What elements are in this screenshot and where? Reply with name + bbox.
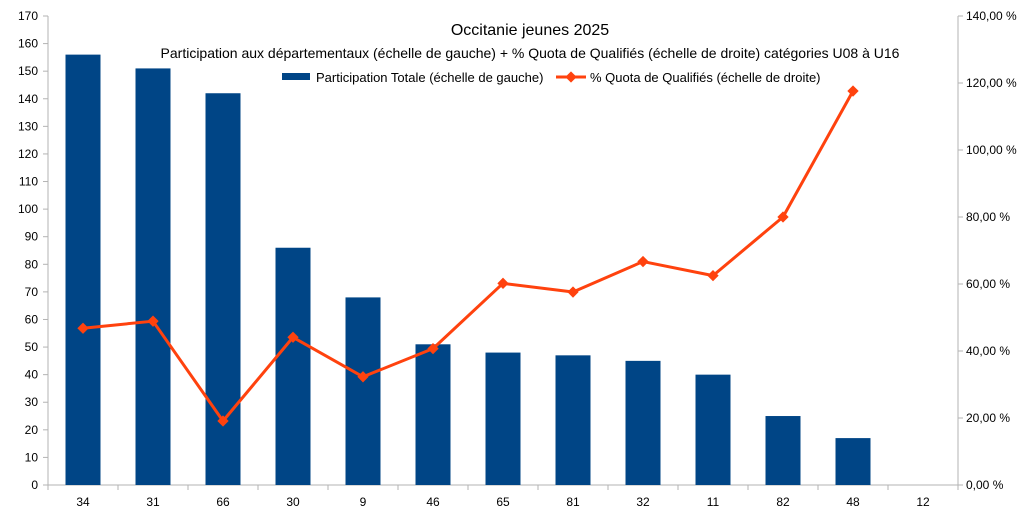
x-tick-label: 81 [566,495,580,509]
right-tick-label: 80,00 % [966,210,1010,224]
left-tick-label: 20 [25,423,39,437]
legend-swatch-participation [282,73,310,80]
legend-label-participation: Participation Totale (échelle de gauche) [316,70,543,85]
left-tick-label: 0 [31,478,38,492]
left-tick-label: 130 [18,119,38,133]
quota-point [287,331,299,343]
right-tick-label: 140,00 % [966,9,1017,23]
right-tick-label: 120,00 % [966,76,1017,90]
x-tick-label: 12 [916,495,930,509]
quota-point [567,286,579,298]
bar [65,54,101,485]
quota-point [707,269,719,282]
bar [415,344,451,485]
x-tick-label: 9 [360,495,367,509]
left-tick-label: 40 [25,368,39,382]
bar [625,360,661,485]
quota-point [497,277,509,289]
right-tick-label: 20,00 % [966,411,1010,425]
left-tick-label: 150 [18,64,38,78]
legend: Participation Totale (échelle de gauche)… [282,70,821,85]
right-tick-label: 0,00 % [966,478,1004,492]
bar [695,374,731,485]
x-tick-label: 82 [776,495,790,509]
x-tick-label: 30 [286,495,300,509]
bar [555,355,591,485]
x-tick-label: 65 [496,495,510,509]
x-tick-label: 11 [707,495,720,509]
left-tick-label: 170 [18,9,38,23]
bar [275,247,311,485]
x-tick-label: 46 [426,495,440,509]
bar [485,352,521,485]
x-tick-label: 48 [846,495,860,509]
quota-point [777,211,789,223]
legend-label-quota: % Quota de Qualifiés (échelle de droite) [590,70,821,85]
left-tick-label: 70 [25,285,39,299]
quota-point [427,342,439,355]
left-tick-label: 110 [19,175,38,189]
right-tick-label: 100,00 % [966,143,1017,157]
left-tick-label: 80 [25,257,39,271]
bar [345,297,381,485]
bar [765,416,801,485]
right-tick-label: 60,00 % [966,277,1010,291]
bar [135,68,171,485]
left-tick-label: 60 [25,312,39,326]
chart-subtitle: Participation aux départementaux (échell… [161,45,900,61]
plot-area: 0 10 20 30 40 50 60 70 80 90 100 110 120 130 140 150 160… [18,9,1017,509]
left-tick-label: 100 [18,202,38,216]
quota-point [357,371,369,383]
quota-point [217,415,229,427]
left-tick-label: 160 [18,37,38,51]
x-tick-label: 34 [76,495,90,509]
x-tick-label: 31 [146,495,160,509]
left-tick-label: 10 [25,450,39,464]
quota-point [147,315,159,327]
quota-point [637,255,649,268]
right-tick-label: 40,00 % [966,344,1010,358]
left-tick-label: 120 [18,147,38,161]
quota-line [82,90,855,423]
bar [835,438,871,485]
left-tick-label: 140 [18,92,38,106]
left-tick-label: 30 [25,395,39,409]
chart-title: Occitanie jeunes 2025 [451,22,609,39]
left-tick-label: 90 [25,230,39,244]
left-tick-label: 50 [25,340,39,354]
x-tick-label: 66 [216,495,230,509]
x-tick-label: 32 [636,495,650,509]
